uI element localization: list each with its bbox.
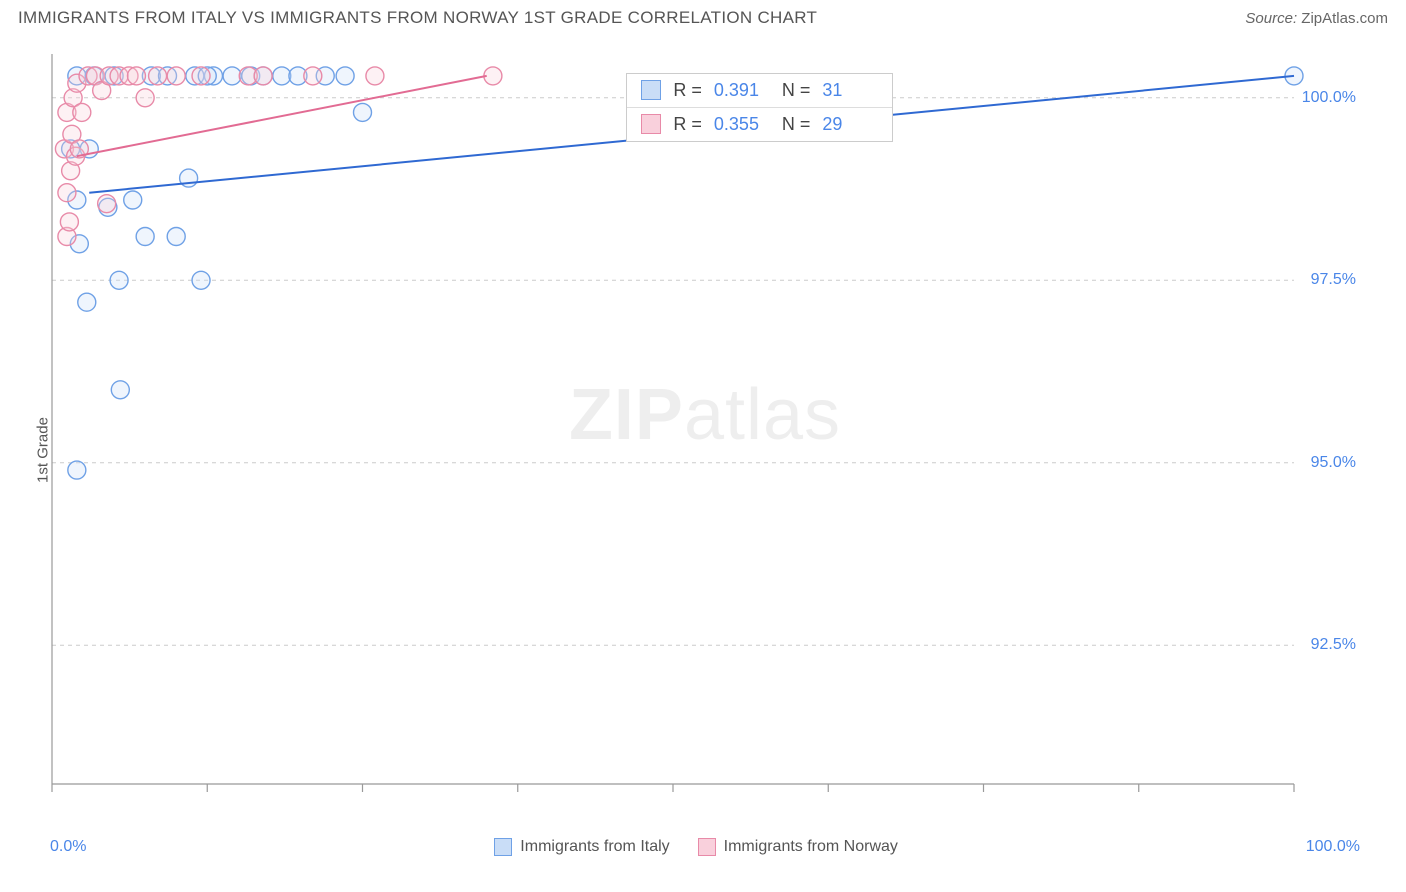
legend-swatch bbox=[641, 80, 661, 100]
stat-r-value: 0.391 bbox=[714, 80, 770, 101]
chart-header: IMMIGRANTS FROM ITALY VS IMMIGRANTS FROM… bbox=[0, 0, 1406, 32]
source-name: ZipAtlas.com bbox=[1301, 10, 1388, 27]
stat-r-label: R = bbox=[673, 114, 702, 135]
stat-legend-box: R = 0.391 N = 31 R = 0.355 N = 29 bbox=[626, 73, 893, 142]
x-axis-max-label: 100.0% bbox=[1306, 838, 1360, 856]
stat-n-value: 29 bbox=[822, 114, 878, 135]
stat-r-value: 0.355 bbox=[714, 114, 770, 135]
chart-title: IMMIGRANTS FROM ITALY VS IMMIGRANTS FROM… bbox=[18, 8, 817, 28]
stat-legend-row: R = 0.391 N = 31 bbox=[627, 74, 892, 107]
source-attribution: Source: ZipAtlas.com bbox=[1245, 10, 1388, 27]
legend-item: Immigrants from Italy bbox=[494, 838, 669, 856]
y-axis-label: 1st Grade bbox=[34, 417, 51, 483]
y-tick-label: 100.0% bbox=[1302, 89, 1356, 107]
stat-n-label: N = bbox=[782, 114, 811, 135]
x-axis-legend-row: 0.0% Immigrants from ItalyImmigrants fro… bbox=[50, 838, 1360, 856]
chart-container: 1st Grade ZIPatlas R =0.391N =31R =0.355… bbox=[0, 40, 1406, 860]
legend-swatch bbox=[698, 838, 716, 856]
series-legend: Immigrants from Italy Immigrants from Nor… bbox=[494, 838, 898, 856]
y-tick-label: 95.0% bbox=[1311, 454, 1356, 472]
y-tick-label: 97.5% bbox=[1311, 271, 1356, 289]
legend-item: Immigrants from Norway bbox=[698, 838, 898, 856]
stat-r-label: R = bbox=[673, 80, 702, 101]
legend-label: Immigrants from Italy bbox=[520, 838, 669, 856]
legend-label: Immigrants from Norway bbox=[724, 838, 898, 856]
stat-legend-row: R = 0.355 N = 29 bbox=[627, 107, 892, 141]
legend-swatch bbox=[641, 114, 661, 134]
stat-n-label: N = bbox=[782, 80, 811, 101]
y-tick-label: 92.5% bbox=[1311, 636, 1356, 654]
legend-swatch bbox=[494, 838, 512, 856]
stat-n-value: 31 bbox=[822, 80, 878, 101]
x-axis-min-label: 0.0% bbox=[50, 838, 86, 856]
scatter-svg bbox=[50, 50, 1360, 810]
plot-area: ZIPatlas R =0.391N =31R =0.355N =29 100.… bbox=[50, 50, 1360, 810]
source-prefix: Source: bbox=[1245, 10, 1301, 27]
